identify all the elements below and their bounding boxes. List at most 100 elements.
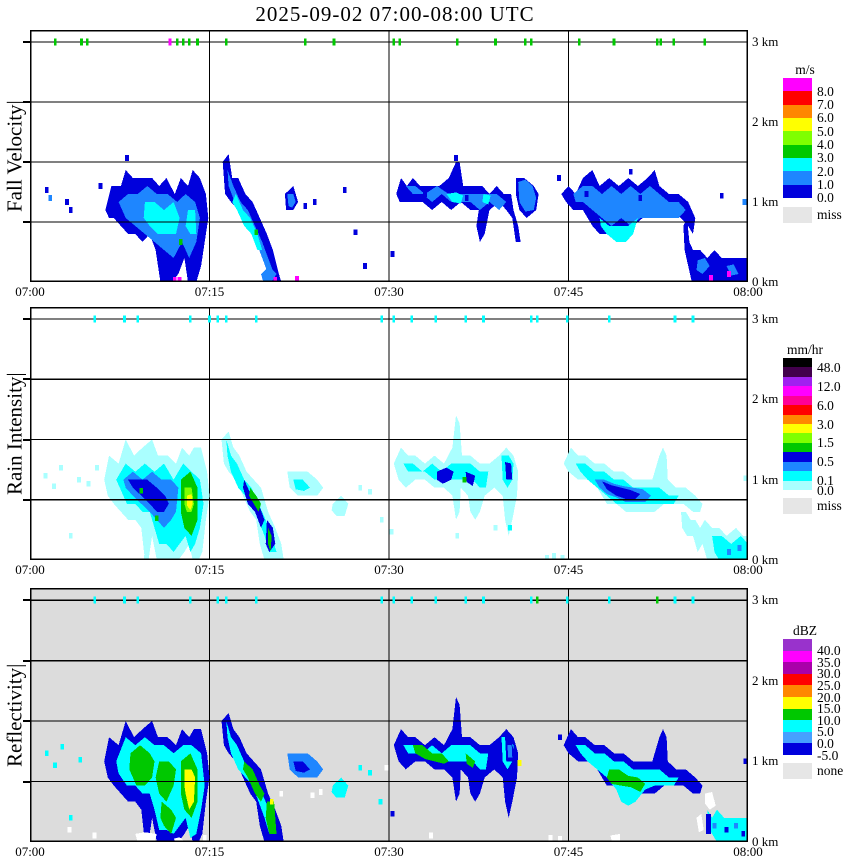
- echo-speck: [353, 229, 358, 236]
- top-range-gate-tick: [168, 38, 172, 46]
- echo-speck: [310, 792, 315, 799]
- x-tick-label: 07:45: [553, 562, 584, 577]
- top-range-gate-tick: [607, 315, 611, 323]
- echo-speck: [172, 553, 177, 559]
- top-range-gate-tick: [187, 38, 191, 46]
- echo-region: [143, 202, 180, 234]
- echo-speck: [144, 554, 148, 560]
- legend-value-label: 0.5: [817, 454, 834, 470]
- echo-speck: [517, 760, 522, 766]
- top-range-gate-tick: [123, 596, 126, 604]
- top-range-gate-tick: [655, 38, 659, 46]
- echo-speck: [367, 488, 372, 495]
- top-range-gate-tick: [224, 315, 228, 323]
- echo-speck: [318, 789, 323, 795]
- top-range-gate-tick: [703, 38, 707, 46]
- panel-border: [30, 307, 748, 560]
- echo-region: [606, 769, 646, 792]
- echo-region: [129, 745, 155, 786]
- echo-speck: [389, 529, 394, 535]
- top-range-gate-tick: [181, 38, 185, 46]
- top-range-gate-tick: [524, 38, 527, 46]
- legend-color-band: [783, 433, 812, 443]
- echo-speck: [726, 271, 731, 277]
- echo-speck: [726, 549, 731, 555]
- echo-speck: [712, 823, 717, 829]
- legend-value-label: 1.0: [817, 177, 834, 193]
- echo-region: [599, 218, 638, 242]
- top-range-gate-tick: [303, 38, 307, 46]
- echo-region: [696, 258, 710, 274]
- echo-region: [265, 801, 277, 834]
- top-range-gate-tick: [93, 596, 96, 604]
- echo-speck: [638, 195, 643, 201]
- y-axis-title-fall-velocity: Fall Velocity|: [2, 100, 27, 212]
- top-range-gate-tick: [254, 596, 258, 604]
- echo-region: [268, 527, 272, 552]
- legend-color-band: [783, 697, 812, 709]
- legend-value-label: 0.0: [817, 735, 834, 751]
- echo-region: [706, 813, 711, 834]
- x-tick-label: 08:00: [733, 284, 763, 299]
- top-range-gate-tick: [136, 596, 139, 604]
- x-tick-label: 07:30: [374, 562, 404, 577]
- y-axis-title-rain-intensity: Rain Intensity|: [2, 372, 27, 495]
- legend-value-label: 2.0: [817, 163, 834, 179]
- legend-value-label: 5.0: [817, 724, 834, 740]
- echo-speck: [628, 168, 633, 175]
- legend-color-band: [783, 743, 812, 755]
- top-range-gate-tick: [482, 596, 485, 604]
- echo-speck: [428, 832, 433, 839]
- legend-color-band: [783, 118, 812, 131]
- echo-region: [696, 813, 704, 833]
- top-range-gate-tick: [224, 596, 228, 604]
- echo-speck: [507, 525, 512, 531]
- legend-value-label: 0.0: [817, 482, 834, 498]
- legend-value-label: 48.0: [817, 359, 841, 375]
- echo-speck: [312, 199, 317, 205]
- legend-color-band: [783, 105, 812, 118]
- echo-speck: [202, 835, 207, 841]
- echo-speck: [177, 276, 182, 282]
- legend-value-label: 5.0: [817, 123, 834, 139]
- legend-value-label: 12.0: [817, 378, 841, 394]
- top-range-gate-tick: [216, 315, 220, 323]
- echo-speck: [303, 203, 308, 209]
- echo-region: [412, 745, 449, 764]
- echo-speck: [178, 239, 183, 245]
- height-tick-label: 3 km: [752, 34, 779, 49]
- top-range-gate-tick: [392, 315, 396, 323]
- echo-region: [403, 745, 489, 770]
- legend-missing-label: miss: [817, 207, 842, 222]
- top-range-gate-tick: [612, 38, 616, 46]
- echo-speck: [455, 533, 460, 539]
- top-range-gate-tick: [577, 38, 581, 46]
- echo-region: [135, 832, 157, 842]
- echo-region: [573, 186, 686, 226]
- height-tick-label: 2 km: [752, 391, 779, 407]
- top-range-gate-tick: [691, 596, 695, 604]
- x-tick-label: 07:45: [553, 284, 584, 299]
- echo-speck: [294, 276, 299, 282]
- echo-speck: [390, 251, 395, 257]
- top-range-gate-tick: [655, 596, 659, 604]
- echo-region: [261, 266, 277, 282]
- panel-border: [30, 30, 748, 282]
- echo-speck: [558, 835, 563, 842]
- top-range-gate-tick: [691, 315, 695, 323]
- echo-region: [222, 154, 282, 282]
- echo-speck: [742, 199, 747, 205]
- echo-speck: [77, 476, 81, 483]
- left-axis-tick: [23, 720, 30, 723]
- x-tick-label: 07:00: [15, 844, 45, 859]
- echo-region: [160, 801, 176, 834]
- legend-color-band: [783, 91, 812, 105]
- legend-color-band: [783, 462, 812, 471]
- legend-missing-swatch: [783, 207, 812, 223]
- echo-region: [505, 462, 513, 480]
- echo-region: [436, 467, 454, 484]
- echo-speck: [98, 183, 103, 189]
- top-range-gate-tick: [380, 315, 384, 323]
- height-tick-label: 0 km: [752, 274, 779, 289]
- height-tick-label: 0 km: [752, 552, 779, 567]
